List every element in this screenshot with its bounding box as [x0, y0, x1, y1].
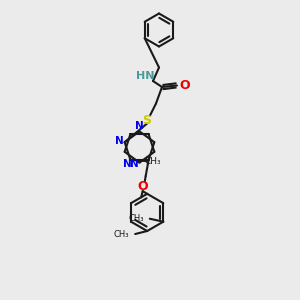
Text: S: S: [142, 113, 152, 127]
Text: CH₃: CH₃: [145, 157, 161, 166]
Text: CH₃: CH₃: [128, 214, 144, 223]
Text: N: N: [123, 159, 131, 169]
Text: O: O: [137, 179, 148, 193]
Text: N: N: [130, 159, 138, 169]
Text: N: N: [115, 136, 124, 146]
Text: N: N: [135, 121, 144, 131]
Text: CH₃: CH₃: [114, 230, 129, 238]
Text: O: O: [179, 79, 190, 92]
Text: HN: HN: [136, 70, 155, 81]
